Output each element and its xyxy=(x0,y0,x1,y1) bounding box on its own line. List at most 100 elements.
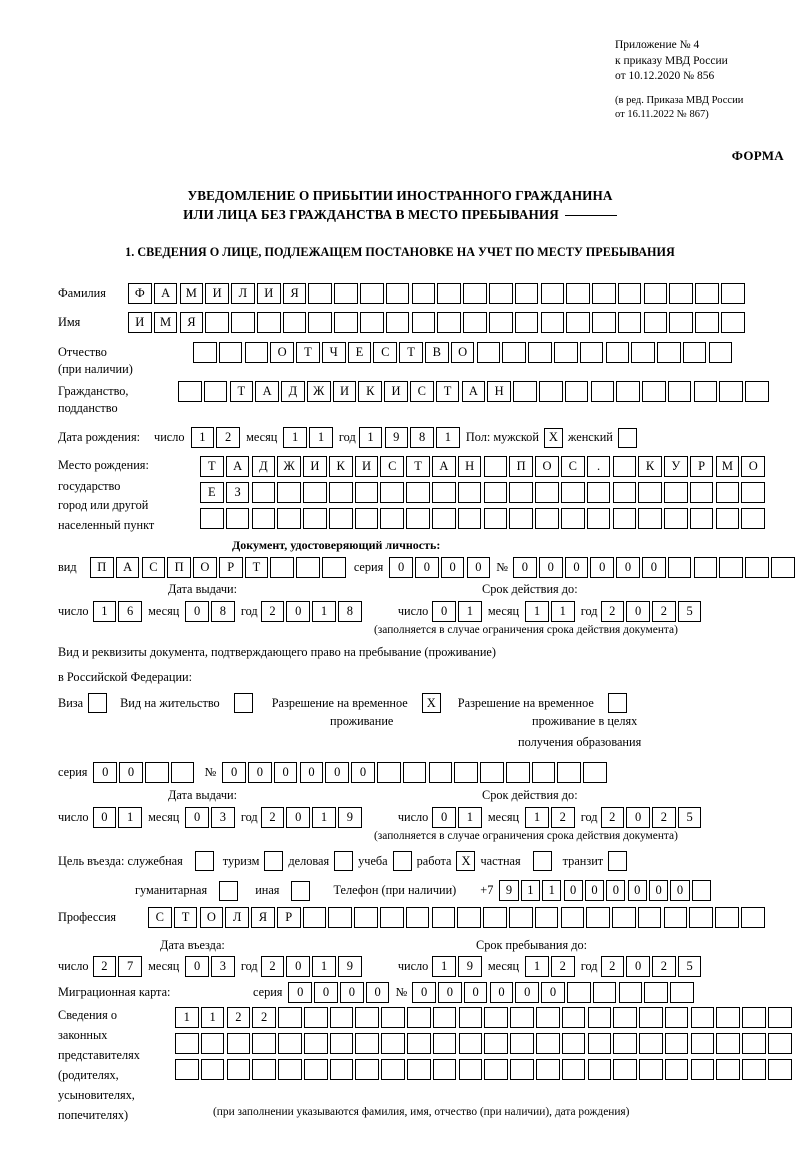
char-box[interactable] xyxy=(302,907,327,928)
char-box[interactable]: Ж xyxy=(306,381,331,402)
char-box[interactable] xyxy=(483,907,507,928)
char-box[interactable] xyxy=(328,482,353,503)
char-box[interactable]: А xyxy=(225,456,250,477)
char-box[interactable]: А xyxy=(115,557,140,578)
char-box[interactable]: 8 xyxy=(338,601,362,622)
char-box[interactable]: 9 xyxy=(384,427,409,448)
char-box[interactable] xyxy=(557,762,582,783)
char-box[interactable]: 2 xyxy=(652,601,676,622)
char-box[interactable] xyxy=(664,1059,689,1080)
char-box[interactable] xyxy=(170,762,195,783)
char-box[interactable] xyxy=(720,283,745,304)
char-box[interactable] xyxy=(669,283,693,304)
char-box[interactable] xyxy=(560,508,585,529)
char-box[interactable]: И xyxy=(256,283,281,304)
char-box[interactable]: 2 xyxy=(216,427,240,448)
char-box[interactable] xyxy=(405,907,430,928)
char-box[interactable] xyxy=(380,907,404,928)
char-box[interactable] xyxy=(583,762,607,783)
char-box[interactable] xyxy=(334,283,358,304)
char-box[interactable]: 0 xyxy=(463,982,488,1003)
char-box[interactable] xyxy=(637,907,662,928)
char-box[interactable]: В xyxy=(425,342,449,363)
char-box[interactable] xyxy=(682,342,707,363)
purpose-study-checkbox[interactable] xyxy=(392,851,412,871)
char-box[interactable] xyxy=(663,907,688,928)
char-box[interactable] xyxy=(513,381,537,402)
char-box[interactable] xyxy=(407,1059,431,1080)
char-box[interactable] xyxy=(406,482,430,503)
char-box[interactable] xyxy=(514,283,539,304)
char-box[interactable] xyxy=(354,508,379,529)
char-box[interactable]: С xyxy=(373,342,398,363)
char-box[interactable] xyxy=(715,508,740,529)
char-box[interactable]: Т xyxy=(435,381,460,402)
char-box[interactable] xyxy=(407,1033,431,1054)
char-box[interactable]: Я xyxy=(179,312,204,333)
char-box[interactable] xyxy=(502,342,526,363)
char-box[interactable]: И xyxy=(128,312,152,333)
char-box[interactable] xyxy=(567,982,591,1003)
char-box[interactable]: Ф xyxy=(128,283,152,304)
char-box[interactable]: 5 xyxy=(677,807,702,828)
char-box[interactable] xyxy=(226,1033,251,1054)
char-box[interactable] xyxy=(244,342,269,363)
char-box[interactable] xyxy=(514,312,539,333)
char-box[interactable] xyxy=(538,381,563,402)
char-box[interactable] xyxy=(695,312,719,333)
char-box[interactable] xyxy=(203,381,228,402)
char-box[interactable] xyxy=(566,283,590,304)
char-box[interactable] xyxy=(587,1007,612,1028)
char-box[interactable]: Е xyxy=(347,342,372,363)
char-box[interactable] xyxy=(690,1007,715,1028)
char-box[interactable] xyxy=(329,1033,354,1054)
char-box[interactable]: 1 xyxy=(550,601,575,622)
char-box[interactable]: С xyxy=(148,907,172,928)
char-box[interactable]: Т xyxy=(399,342,423,363)
char-box[interactable] xyxy=(308,283,333,304)
char-box[interactable]: 0 xyxy=(626,807,650,828)
char-box[interactable]: 0 xyxy=(286,807,311,828)
char-box[interactable] xyxy=(535,1033,560,1054)
char-box[interactable] xyxy=(690,1033,715,1054)
char-box[interactable]: 1 xyxy=(525,807,549,828)
char-box[interactable] xyxy=(381,1007,405,1028)
char-box[interactable] xyxy=(355,1059,380,1080)
char-box[interactable] xyxy=(586,907,610,928)
char-box[interactable] xyxy=(612,907,636,928)
char-box[interactable] xyxy=(458,1033,483,1054)
char-box[interactable] xyxy=(667,557,692,578)
char-box[interactable]: 1 xyxy=(520,880,540,901)
char-box[interactable] xyxy=(643,283,668,304)
char-box[interactable]: 3 xyxy=(211,807,235,828)
char-box[interactable] xyxy=(175,1059,199,1080)
char-box[interactable] xyxy=(510,1007,534,1028)
char-box[interactable]: О xyxy=(199,907,224,928)
char-box[interactable]: А xyxy=(153,283,178,304)
char-box[interactable] xyxy=(488,312,513,333)
char-box[interactable] xyxy=(510,1059,534,1080)
char-box[interactable] xyxy=(483,482,508,503)
char-box[interactable] xyxy=(642,381,666,402)
char-box[interactable]: 0 xyxy=(513,557,537,578)
char-box[interactable]: 0 xyxy=(412,982,436,1003)
temp-residence-checkbox[interactable]: X xyxy=(421,693,441,713)
char-box[interactable]: К xyxy=(358,381,383,402)
char-box[interactable] xyxy=(437,283,461,304)
char-box[interactable] xyxy=(252,1033,276,1054)
char-box[interactable] xyxy=(483,456,508,477)
char-box[interactable] xyxy=(638,482,662,503)
